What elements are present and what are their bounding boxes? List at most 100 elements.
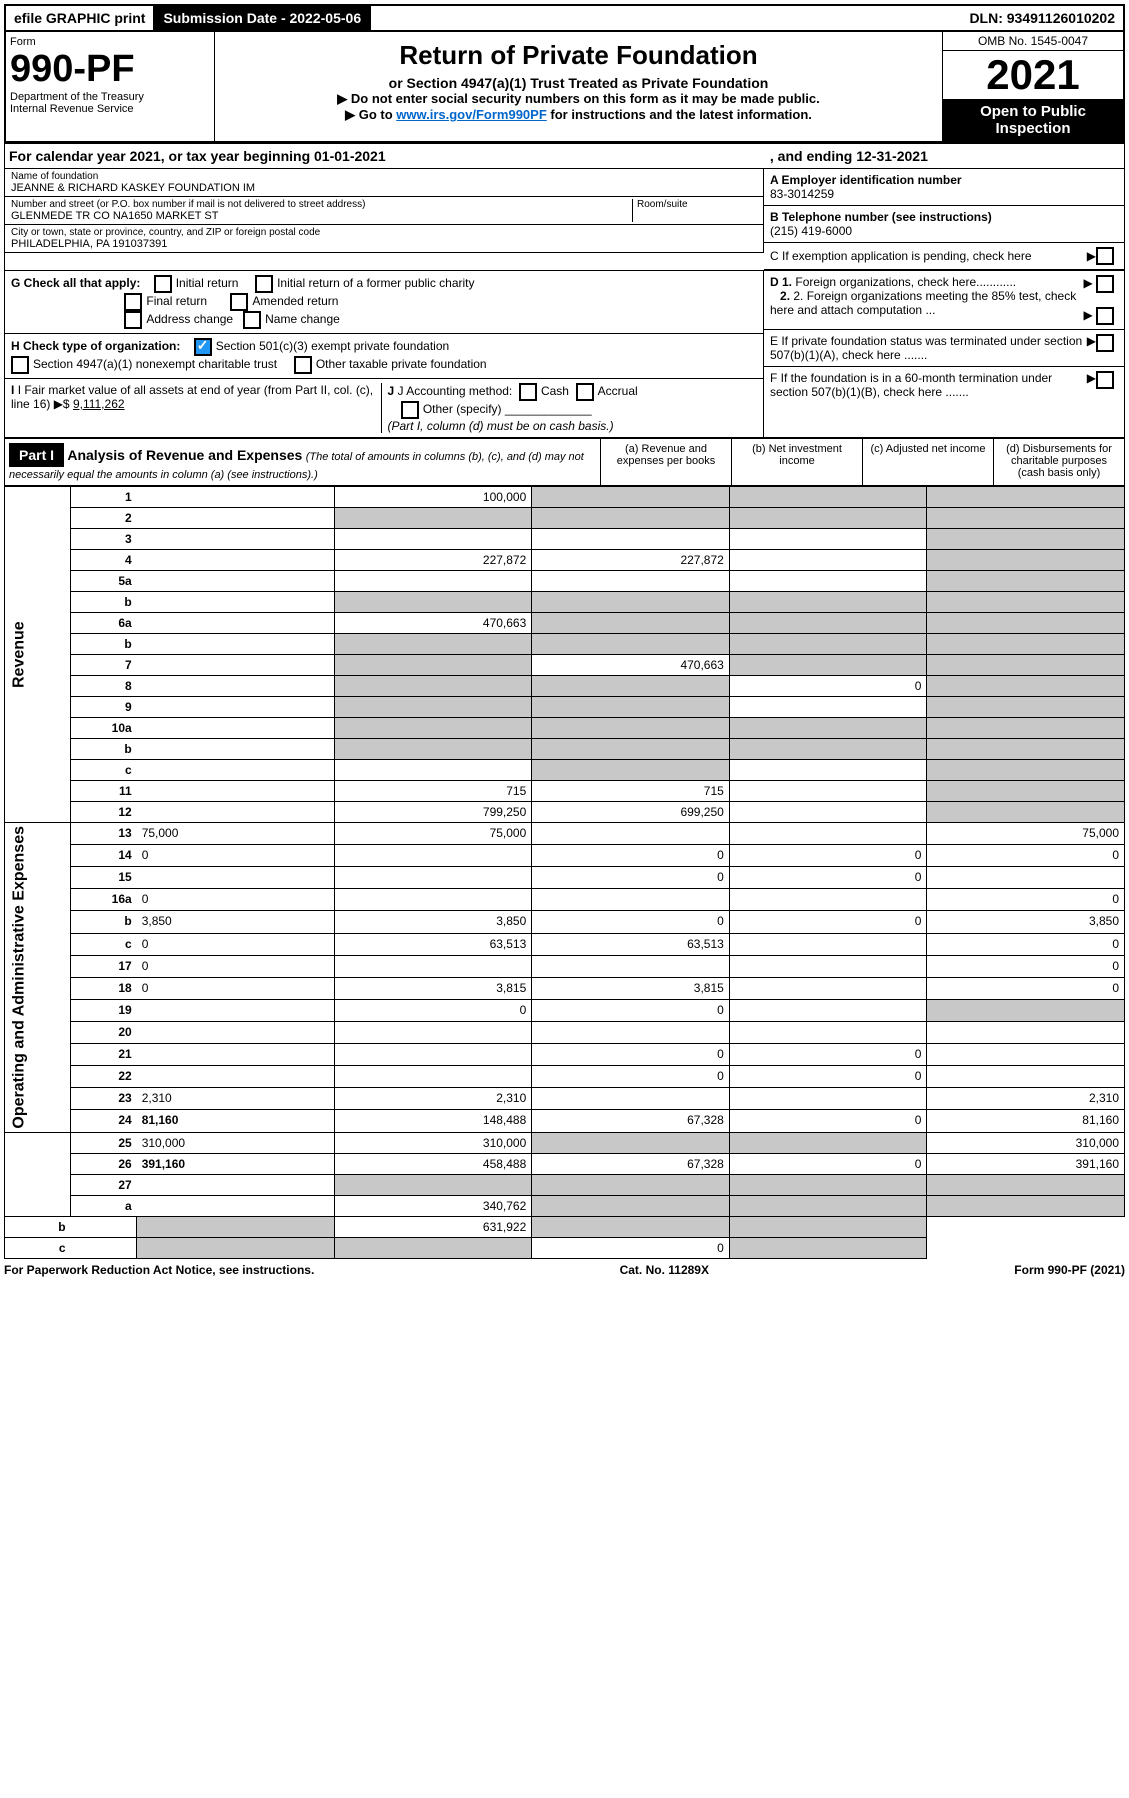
cell-d: [927, 634, 1125, 655]
irs-link[interactable]: www.irs.gov/Form990PF: [396, 107, 547, 122]
e-cb[interactable]: [1096, 334, 1114, 352]
cell-b: 0: [532, 1066, 730, 1088]
cell-c: [729, 739, 927, 760]
amended-cb[interactable]: [230, 293, 248, 311]
col-b-head: (b) Net investment income: [731, 439, 862, 485]
table-row: 2481,160148,48867,328081,160: [5, 1110, 1125, 1132]
cell-c: 0: [729, 911, 927, 933]
cell-a: [334, 571, 532, 592]
cell-d: [927, 592, 1125, 613]
i-label: I Fair market value of all assets at end…: [11, 383, 373, 411]
line-desc: [137, 1021, 335, 1043]
cell-c: [729, 529, 927, 550]
cell-a: [334, 508, 532, 529]
cell-a: [137, 1237, 335, 1258]
form-label: Form: [10, 36, 210, 48]
part1-label: Part I: [9, 443, 64, 467]
cell-a: [334, 634, 532, 655]
cell-a: [334, 1044, 532, 1066]
line-number: 19: [71, 999, 137, 1021]
cell-b: 0: [532, 999, 730, 1021]
line-desc: 0: [137, 977, 335, 999]
dln: DLN: 93491126010202: [961, 6, 1123, 30]
table-row: 1900: [5, 999, 1125, 1021]
cell-b: [532, 1088, 730, 1110]
accrual-cb[interactable]: [576, 383, 594, 401]
cell-b: 0: [532, 911, 730, 933]
open-to-public: Open to Public Inspection: [943, 99, 1123, 141]
line-number: 5a: [71, 571, 137, 592]
cell-d: [927, 508, 1125, 529]
other-taxable-cb[interactable]: [294, 356, 312, 374]
table-row: 140000: [5, 845, 1125, 867]
cell-b: [532, 823, 730, 845]
cell-b: [532, 955, 730, 977]
cell-b: [532, 613, 730, 634]
cell-c: 0: [729, 1153, 927, 1174]
ein-value: 83-3014259: [770, 187, 1118, 201]
footer-mid: Cat. No. 11289X: [620, 1263, 709, 1277]
foundation-addr: GLENMEDE TR CO NA1650 MARKET ST: [11, 210, 632, 222]
f-cb[interactable]: [1096, 371, 1114, 389]
other-method-cb[interactable]: [401, 401, 419, 419]
4947-cb[interactable]: [11, 356, 29, 374]
line-desc: [137, 655, 335, 676]
final-return-cb[interactable]: [124, 293, 142, 311]
cell-c: [729, 933, 927, 955]
j-label: J Accounting method:: [398, 384, 513, 398]
cell-c: 0: [729, 676, 927, 697]
cell-c: [729, 592, 927, 613]
line-desc: [137, 1066, 335, 1088]
cell-d: 75,000: [927, 823, 1125, 845]
h-label: H Check type of organization:: [11, 339, 180, 353]
cell-a: 3,850: [334, 911, 532, 933]
cash-cb[interactable]: [519, 383, 537, 401]
initial-return-cb[interactable]: [154, 275, 172, 293]
table-row: b: [5, 634, 1125, 655]
cell-a: [334, 1066, 532, 1088]
cell-a: [334, 655, 532, 676]
line-number: 4: [71, 550, 137, 571]
cell-b: [532, 1195, 730, 1216]
cell-a: 2,310: [334, 1088, 532, 1110]
cell-d: [927, 999, 1125, 1021]
line-desc: [137, 529, 335, 550]
form-number: 990-PF: [10, 48, 210, 91]
cell-c: [532, 1216, 730, 1237]
expenses-side-label: Operating and Administrative Expenses: [5, 823, 71, 1133]
cell-b: 0: [532, 845, 730, 867]
line-number: c: [5, 1237, 71, 1258]
cell-d: [927, 529, 1125, 550]
name-change-cb[interactable]: [243, 311, 261, 329]
c-checkbox[interactable]: [1096, 247, 1114, 265]
cell-a: [334, 760, 532, 781]
line-desc: [137, 550, 335, 571]
cell-a: 100,000: [334, 487, 532, 508]
cell-d: 391,160: [927, 1153, 1125, 1174]
line-desc: [137, 571, 335, 592]
col-d-head: (d) Disbursements for charitable purpose…: [993, 439, 1124, 485]
line-desc: [71, 1237, 137, 1258]
line-number: 11: [71, 781, 137, 802]
d1-cb[interactable]: [1096, 275, 1114, 293]
line-desc: [71, 1216, 137, 1237]
line-desc: 0: [137, 845, 335, 867]
e-label: E If private foundation status was termi…: [770, 334, 1087, 362]
cell-d: 0: [927, 845, 1125, 867]
cell-d: [927, 739, 1125, 760]
g-label: G Check all that apply:: [11, 276, 140, 290]
501c3-cb[interactable]: [194, 338, 212, 356]
cell-a: [334, 1021, 532, 1043]
line-desc: [137, 592, 335, 613]
footer-right: Form 990-PF (2021): [1014, 1263, 1125, 1277]
cell-c: 0: [729, 1044, 927, 1066]
address-change-cb[interactable]: [124, 311, 142, 329]
table-row: b3,8503,850003,850: [5, 911, 1125, 933]
d2-cb[interactable]: [1096, 307, 1114, 325]
cell-a: [334, 845, 532, 867]
line-number: 25: [71, 1132, 137, 1153]
line-number: 20: [71, 1021, 137, 1043]
cell-d: 0: [927, 977, 1125, 999]
cell-c: [729, 487, 927, 508]
initial-former-cb[interactable]: [255, 275, 273, 293]
